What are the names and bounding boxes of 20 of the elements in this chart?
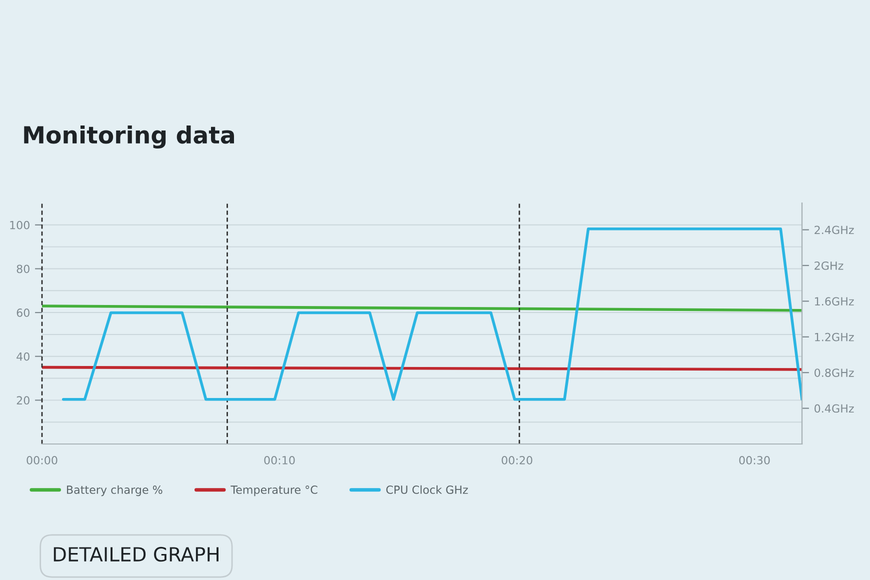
legend-label: Temperature °C: [230, 486, 318, 496]
y-tick-label: 100: [10, 220, 30, 230]
x-tick-label: 00:00: [26, 456, 58, 464]
legend-label: CPU Clock GHz: [386, 485, 468, 494]
legend-label: Battery charge %: [67, 485, 162, 496]
y2-tick-label: 1.2GHz: [815, 332, 854, 342]
y2-tick-label: 1.6GHz: [815, 297, 854, 306]
y-tick-label: 40: [16, 352, 30, 361]
y2-tick-label: 2GHz: [814, 261, 844, 270]
y2-tick-label: 2.4GHz: [814, 226, 854, 234]
y2-tick-label: 0.4GHz: [814, 404, 854, 413]
y-tick-label: 60: [16, 308, 30, 317]
x-tick-label: 00:20: [502, 456, 532, 464]
chart-title: Monitoring data: [24, 125, 234, 149]
y-tick-label: 80: [16, 264, 30, 274]
y2-tick-label: 0.8GHz: [814, 368, 854, 377]
text: DETAILED GRAPH: [54, 546, 218, 562]
x-tick-label: 00:30: [739, 456, 770, 464]
y-tick-label: 20: [16, 396, 30, 405]
x-tick-label: 00:10: [264, 456, 295, 464]
